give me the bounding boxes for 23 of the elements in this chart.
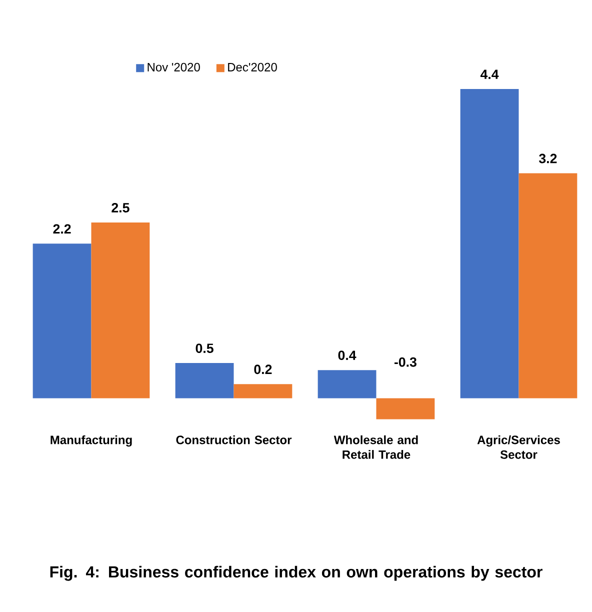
data-label: 0.5	[196, 344, 214, 354]
bar	[376, 398, 435, 420]
text: Fig. 4: Business confidence index on own operations by sector	[50, 566, 542, 581]
data-label: 2.2	[53, 224, 71, 234]
bar	[234, 384, 292, 398]
bar	[91, 222, 150, 398]
bar	[175, 363, 234, 398]
bar	[32, 244, 92, 398]
data-label: 2.5	[112, 203, 130, 212]
bar	[318, 370, 376, 398]
data-label: 0.4	[338, 350, 356, 360]
data-label: 3.2	[538, 154, 557, 164]
data-label: -0.3	[394, 357, 416, 367]
data-label: 0.2	[254, 364, 272, 374]
x-tick-label: Manufacturing	[50, 435, 132, 447]
x-tick-label: Agric/Services Sector	[477, 435, 560, 459]
x-tick-label: Construction Sector	[176, 435, 292, 444]
legend-label: Dec'2020	[228, 62, 277, 72]
x-tick-label: Wholesale and Retail Trade	[334, 435, 418, 459]
bar	[518, 173, 578, 398]
data-label: 4.4	[480, 70, 499, 79]
legend-label: Nov '2020	[148, 62, 200, 72]
bar	[460, 88, 519, 398]
